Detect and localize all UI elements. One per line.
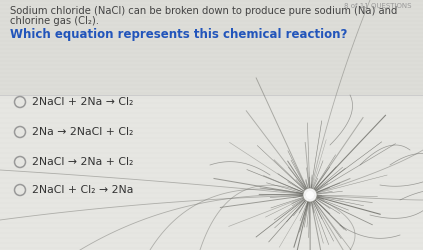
Text: Sodium chloride (NaCl) can be broken down to produce pure sodium (Na) and: Sodium chloride (NaCl) can be broken dow… bbox=[10, 6, 397, 16]
Text: chlorine gas (Cl₂).: chlorine gas (Cl₂). bbox=[10, 16, 99, 26]
Circle shape bbox=[303, 188, 317, 202]
Text: 8 of 11 QUESTIONS: 8 of 11 QUESTIONS bbox=[344, 3, 412, 9]
Circle shape bbox=[306, 191, 314, 199]
Text: Which equation represents this chemical reaction?: Which equation represents this chemical … bbox=[10, 28, 347, 41]
Text: 2Na → 2NaCl + Cl₂: 2Na → 2NaCl + Cl₂ bbox=[32, 127, 133, 137]
Text: 2NaCl → 2Na + Cl₂: 2NaCl → 2Na + Cl₂ bbox=[32, 157, 133, 167]
Text: 2NaCl + Cl₂ → 2Na: 2NaCl + Cl₂ → 2Na bbox=[32, 185, 133, 195]
Bar bbox=[0, 0, 423, 95]
Text: 2NaCl + 2Na → Cl₂: 2NaCl + 2Na → Cl₂ bbox=[32, 97, 133, 107]
